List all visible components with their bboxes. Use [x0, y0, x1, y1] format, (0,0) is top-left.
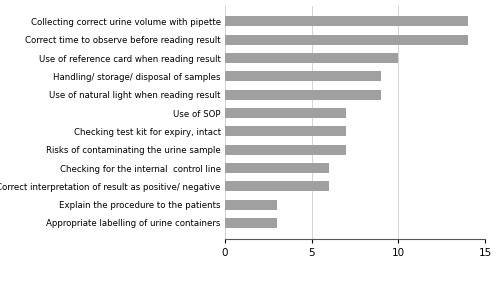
Bar	[225, 71, 381, 81]
Bar	[225, 108, 346, 118]
Bar	[225, 145, 346, 155]
Bar	[225, 35, 468, 45]
Bar	[225, 53, 398, 63]
Bar	[225, 218, 277, 228]
Bar	[225, 181, 329, 191]
Bar	[225, 163, 329, 173]
Bar	[225, 16, 468, 26]
Bar	[225, 90, 381, 100]
Bar	[225, 200, 277, 210]
Bar	[225, 126, 346, 136]
